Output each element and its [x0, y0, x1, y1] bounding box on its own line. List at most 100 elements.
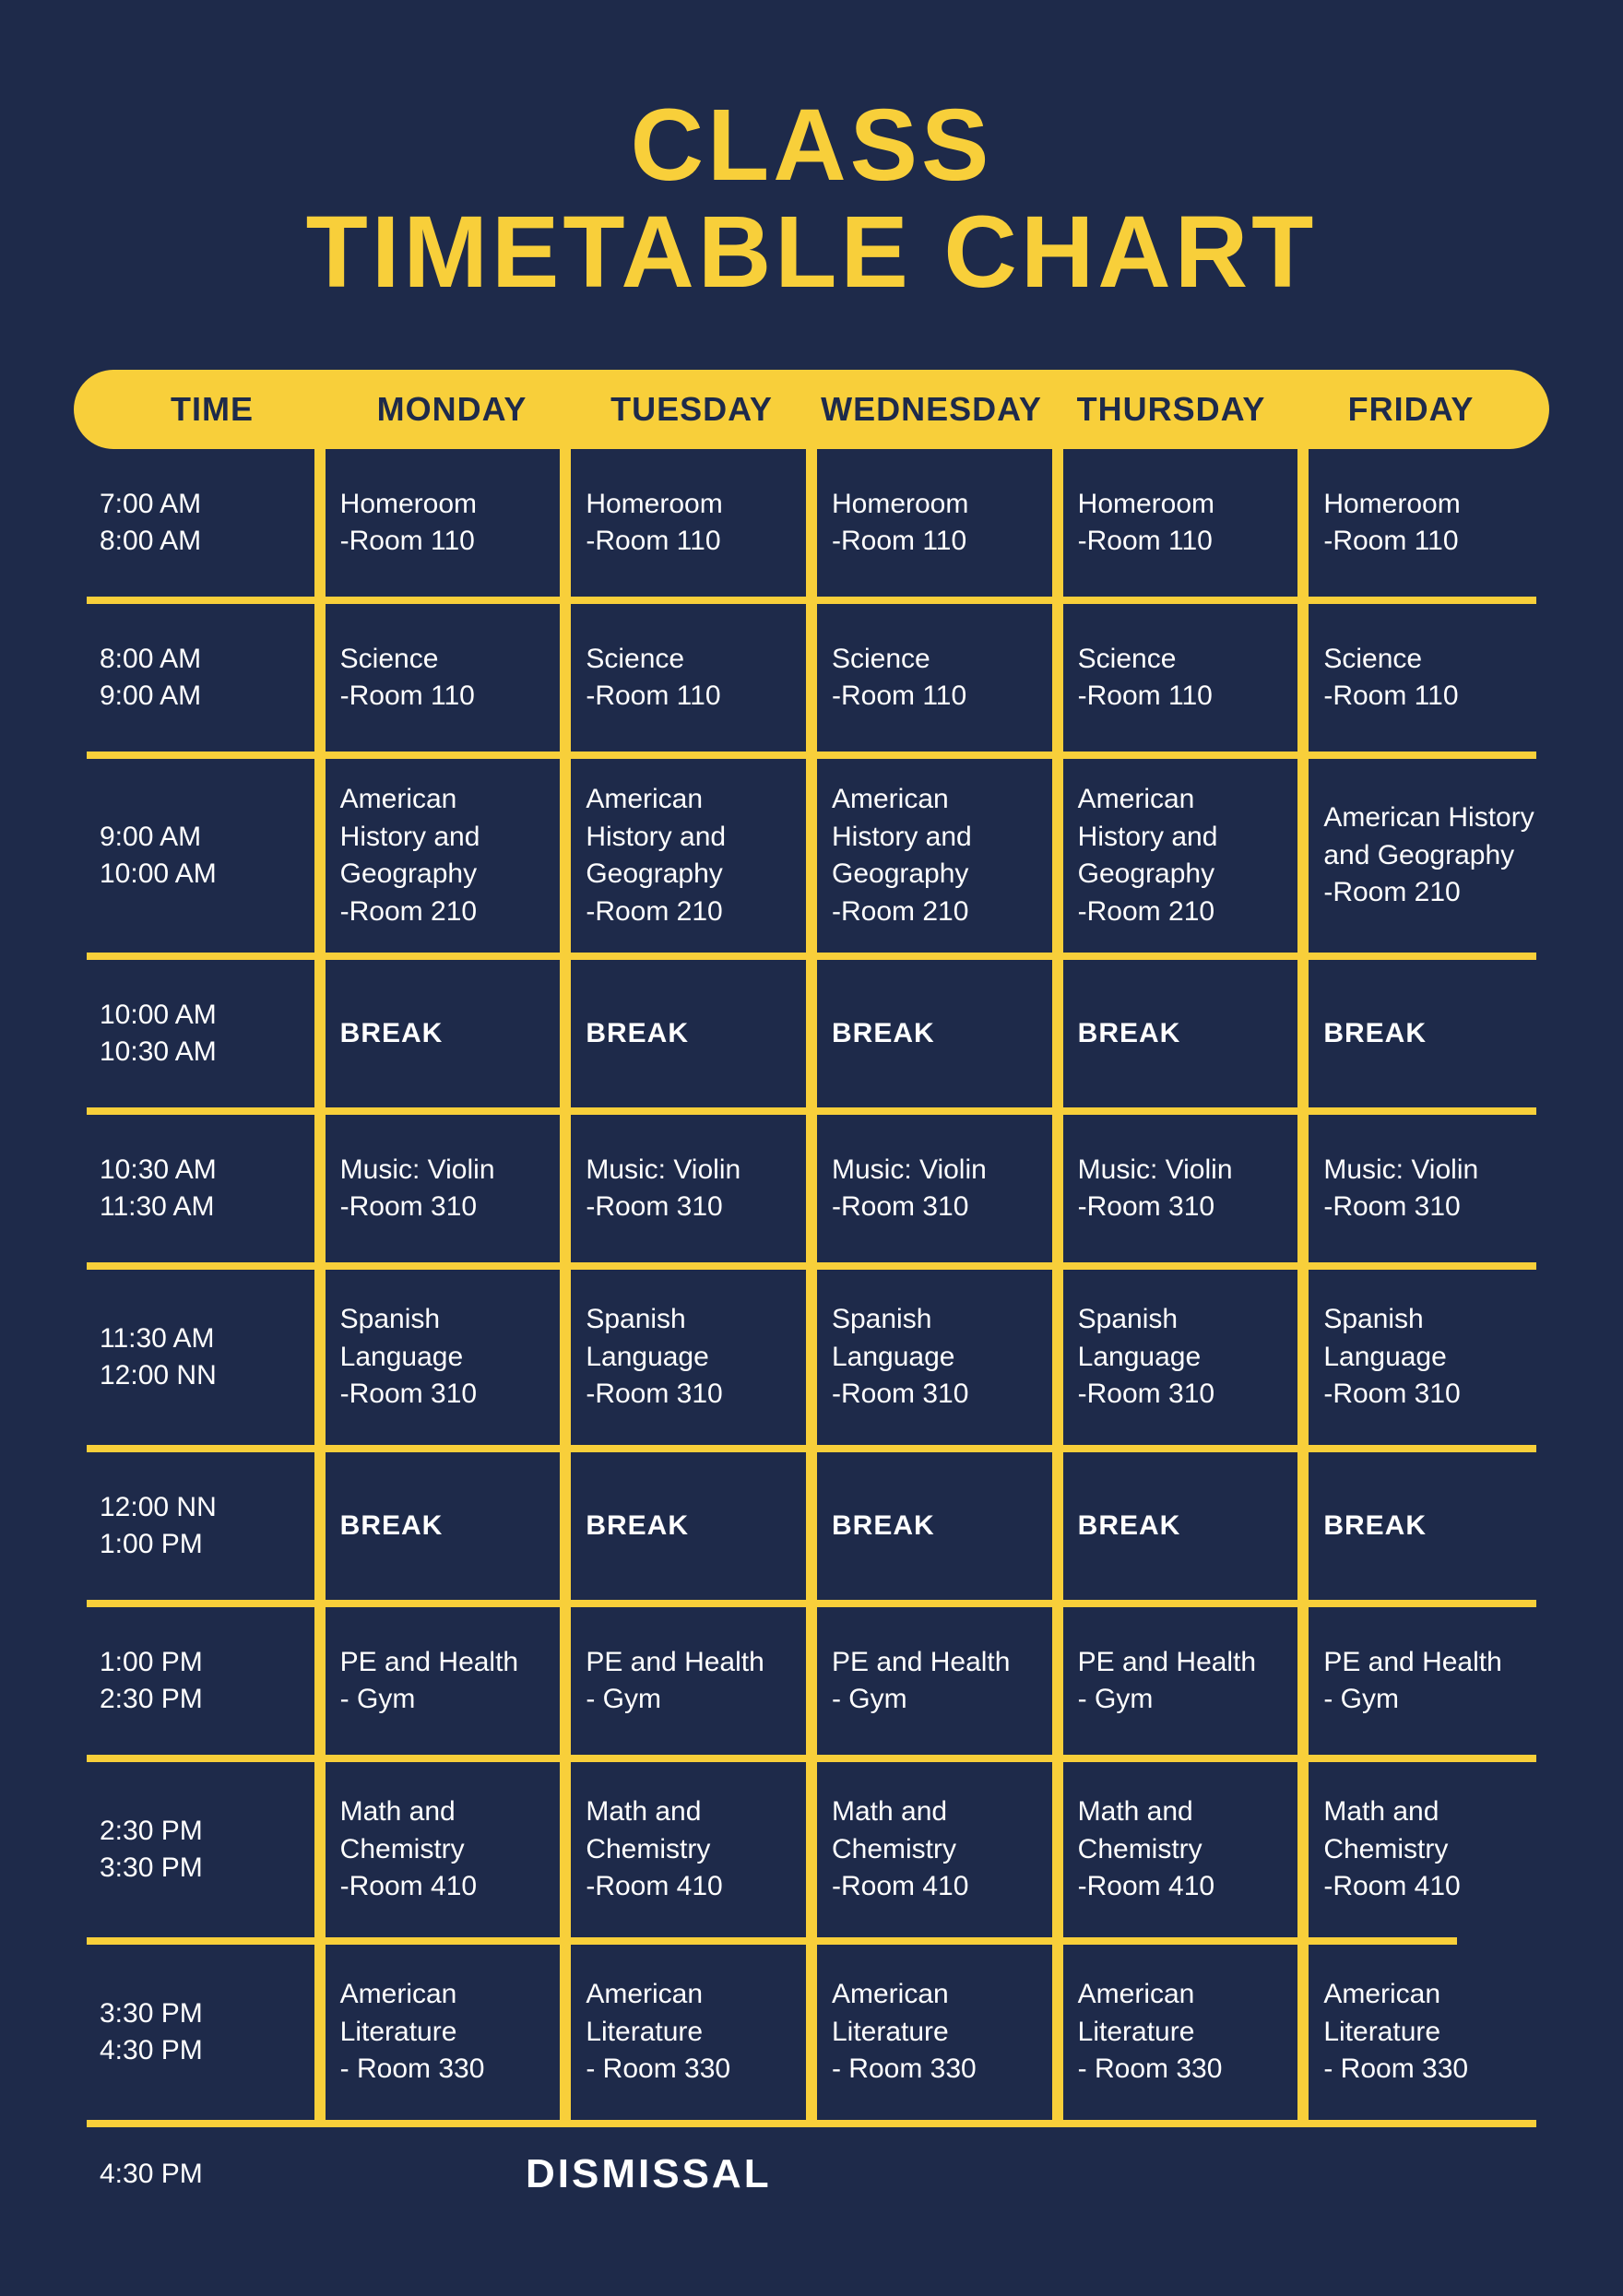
- room-label: -Room 110: [832, 523, 1037, 561]
- room-label: -Room 310: [586, 1376, 791, 1414]
- class-cell: Spanish Language-Room 310: [1303, 1270, 1549, 1445]
- time-start: 11:30 AM: [100, 1320, 300, 1358]
- table-row: 9:00 AM10:00 AMAmerican History and Geog…: [74, 759, 1549, 953]
- dismissal-time: 4:30 PM: [100, 2159, 341, 2190]
- class-cell: Math and Chemistry-Room 410: [320, 1762, 566, 1937]
- class-cell: American Literature- Room 330: [1058, 1945, 1304, 2120]
- room-label: -Room 310: [832, 1189, 1037, 1226]
- row-divider: [87, 2120, 1536, 2127]
- time-start: 12:00 NN: [100, 1489, 300, 1527]
- subject-label: American Literature: [1323, 1976, 1534, 2051]
- table-row: 10:00 AM10:30 AMBREAKBREAKBREAKBREAKBREA…: [74, 960, 1549, 1107]
- room-label: - Gym: [832, 1681, 1037, 1719]
- row-divider: [87, 1937, 1457, 1945]
- class-cell: Homeroom-Room 110: [1303, 449, 1549, 597]
- subject-label: Science: [832, 641, 1037, 679]
- class-cell: Math and Chemistry-Room 410: [1058, 1762, 1304, 1937]
- time-start: 7:00 AM: [100, 486, 300, 524]
- subject-label: Spanish Language: [586, 1301, 791, 1376]
- subject-label: American Literature: [586, 1976, 791, 2051]
- class-cell: American History and Geography-Room 210: [320, 759, 566, 953]
- time-start: 8:00 AM: [100, 641, 300, 679]
- dismissal-label: DISMISSAL: [341, 2151, 1549, 2197]
- subject-label: Homeroom: [586, 486, 791, 524]
- subject-label: Homeroom: [832, 486, 1037, 524]
- subject-label: Music: Violin: [832, 1152, 1037, 1189]
- time-end: 9:00 AM: [100, 678, 300, 716]
- class-cell: Science-Room 110: [565, 604, 812, 752]
- class-cell: American Literature- Room 330: [1303, 1945, 1549, 2120]
- subject-label: Math and Chemistry: [340, 1793, 546, 1868]
- time-end: 10:30 AM: [100, 1034, 300, 1071]
- subject-label: Homeroom: [340, 486, 546, 524]
- class-cell: Homeroom-Room 110: [1058, 449, 1304, 597]
- class-cell: Homeroom-Room 110: [320, 449, 566, 597]
- header-thursday: THURSDAY: [1051, 390, 1291, 429]
- time-end: 1:00 PM: [100, 1526, 300, 1564]
- room-label: -Room 110: [586, 678, 791, 716]
- time-start: 1:00 PM: [100, 1644, 300, 1682]
- subject-label: Homeroom: [1323, 486, 1534, 524]
- dismissal-row: 4:30 PM DISMISSAL: [74, 2127, 1549, 2197]
- subject-label: American History and Geography: [1078, 781, 1284, 894]
- class-cell: Spanish Language-Room 310: [565, 1270, 812, 1445]
- class-cell: Music: Violin-Room 310: [812, 1115, 1058, 1262]
- room-label: - Room 330: [340, 2051, 546, 2089]
- room-label: -Room 110: [340, 678, 546, 716]
- subject-label: Science: [586, 641, 791, 679]
- time-start: 9:00 AM: [100, 819, 300, 857]
- break-cell: BREAK: [565, 1452, 812, 1600]
- room-label: -Room 410: [586, 1868, 791, 1906]
- subject-label: American Literature: [832, 1976, 1037, 2051]
- room-label: - Room 330: [1323, 2051, 1534, 2089]
- subject-label: PE and Health: [1323, 1644, 1534, 1682]
- break-cell: BREAK: [1058, 1452, 1304, 1600]
- class-cell: Math and Chemistry-Room 410: [812, 1762, 1058, 1937]
- class-cell: Spanish Language-Room 310: [1058, 1270, 1304, 1445]
- room-label: -Room 110: [340, 523, 546, 561]
- class-cell: Music: Violin-Room 310: [320, 1115, 566, 1262]
- room-label: - Room 330: [586, 2051, 791, 2089]
- class-cell: Math and Chemistry-Room 410: [1303, 1762, 1549, 1937]
- subject-label: Math and Chemistry: [832, 1793, 1037, 1868]
- subject-label: American Literature: [340, 1976, 546, 2051]
- header-row: TIME MONDAY TUESDAY WEDNESDAY THURSDAY F…: [74, 370, 1549, 449]
- subject-label: PE and Health: [586, 1644, 791, 1682]
- time-end: 10:00 AM: [100, 856, 300, 894]
- header-wednesday: WEDNESDAY: [812, 390, 1051, 429]
- row-divider: [87, 597, 1536, 604]
- room-label: -Room 410: [1078, 1868, 1284, 1906]
- chart-title: CLASS TIMETABLE CHART: [74, 92, 1549, 305]
- row-divider: [87, 1262, 1536, 1270]
- subject-label: American Literature: [1078, 1976, 1284, 2051]
- room-label: -Room 210: [586, 894, 791, 931]
- time-start: 3:30 PM: [100, 1995, 300, 2033]
- subject-label: Math and Chemistry: [1323, 1793, 1534, 1868]
- row-divider: [87, 1107, 1536, 1115]
- class-cell: PE and Health- Gym: [1058, 1607, 1304, 1755]
- class-cell: Spanish Language-Room 310: [812, 1270, 1058, 1445]
- time-cell: 12:00 NN1:00 PM: [74, 1452, 320, 1600]
- room-label: -Room 210: [832, 894, 1037, 931]
- table-row: 3:30 PM4:30 PMAmerican Literature- Room …: [74, 1945, 1549, 2120]
- time-cell: 9:00 AM10:00 AM: [74, 759, 320, 953]
- time-cell: 10:00 AM10:30 AM: [74, 960, 320, 1107]
- subject-label: Spanish Language: [340, 1301, 546, 1376]
- time-cell: 3:30 PM4:30 PM: [74, 1945, 320, 2120]
- time-cell: 8:00 AM9:00 AM: [74, 604, 320, 752]
- room-label: -Room 210: [1078, 894, 1284, 931]
- room-label: -Room 110: [586, 523, 791, 561]
- time-end: 2:30 PM: [100, 1681, 300, 1719]
- time-end: 8:00 AM: [100, 523, 300, 561]
- room-label: -Room 410: [340, 1868, 546, 1906]
- subject-label: Math and Chemistry: [1078, 1793, 1284, 1868]
- break-cell: BREAK: [1303, 960, 1549, 1107]
- time-end: 4:30 PM: [100, 2032, 300, 2070]
- subject-label: Music: Violin: [1323, 1152, 1534, 1189]
- table-row: 1:00 PM2:30 PMPE and Health- GymPE and H…: [74, 1607, 1549, 1755]
- class-cell: Math and Chemistry-Room 410: [565, 1762, 812, 1937]
- class-cell: Homeroom-Room 110: [565, 449, 812, 597]
- row-divider: [87, 1755, 1536, 1762]
- header-time: TIME: [92, 390, 332, 429]
- subject-label: Music: Violin: [1078, 1152, 1284, 1189]
